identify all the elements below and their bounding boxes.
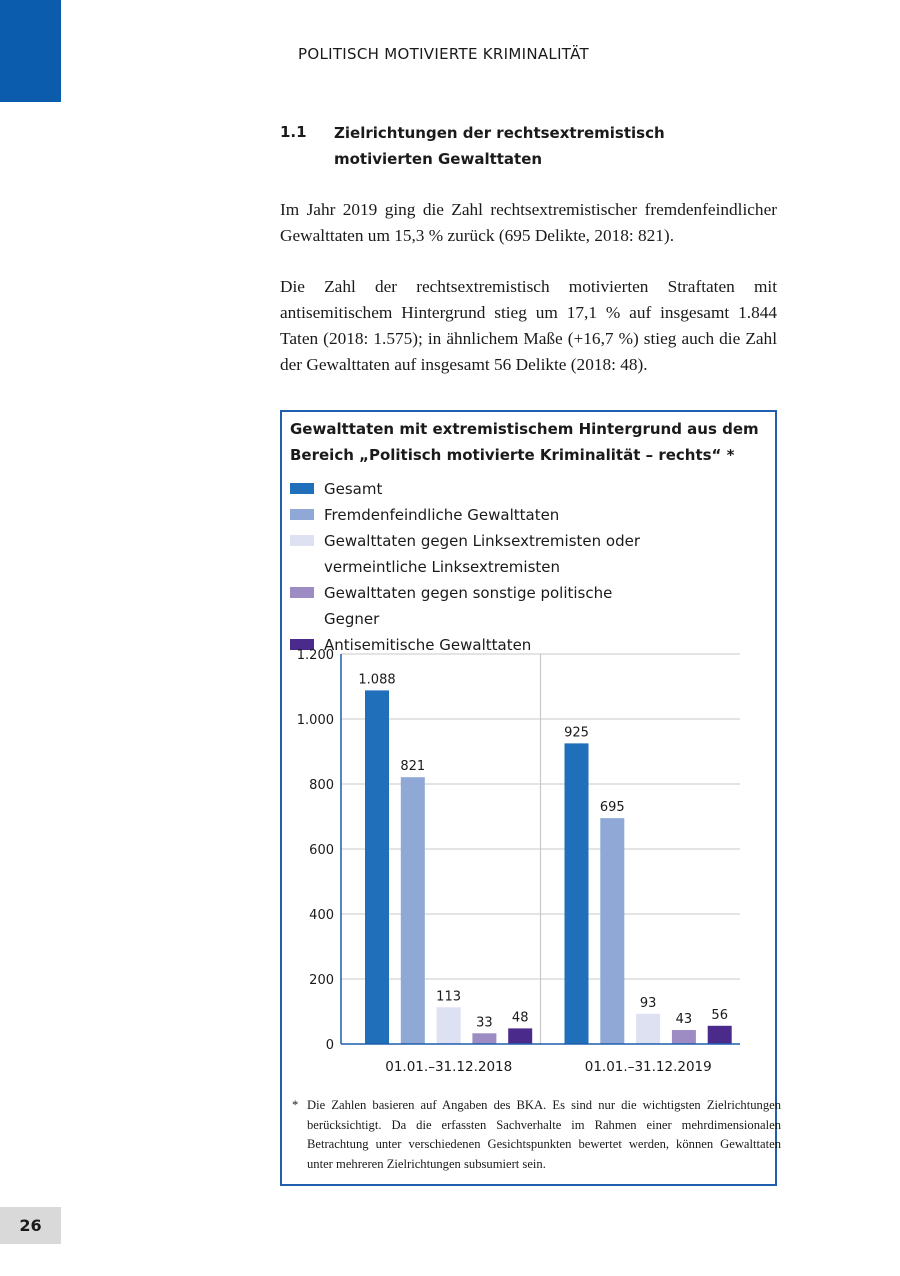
- bar-1-1: [600, 818, 625, 1044]
- legend-swatch: [290, 483, 314, 494]
- bar-2-0: [436, 1007, 461, 1044]
- x-category-label: 01.01.–31.12.2018: [385, 1059, 512, 1075]
- legend-label: Antisemitische Gewalttaten: [324, 636, 532, 654]
- data-label: 56: [711, 1008, 728, 1023]
- section-number: 1.1: [280, 123, 307, 141]
- legend-label: Gewalttaten gegen sonstige politische Ge…: [324, 584, 613, 628]
- bar-0-0: [365, 690, 389, 1044]
- y-tick-label: 600: [309, 843, 334, 858]
- bar-3-0: [472, 1033, 497, 1044]
- legend-item: Fremdenfeindliche Gewalttaten: [290, 502, 654, 528]
- data-label: 695: [600, 800, 625, 815]
- data-label: 93: [640, 996, 657, 1011]
- corner-brand-block: [0, 0, 61, 102]
- chart-legend: Gesamt Fremdenfeindliche Gewalttaten Gewal…: [290, 476, 654, 658]
- data-label: 33: [476, 1015, 493, 1030]
- bar-0-1: [564, 743, 589, 1044]
- y-tick-label: 400: [309, 908, 334, 923]
- y-tick-label: 200: [309, 973, 334, 988]
- y-tick-label: 1.200: [297, 648, 334, 663]
- footnote-marker: *: [292, 1098, 299, 1112]
- data-label: 43: [676, 1012, 693, 1027]
- data-label: 925: [564, 725, 589, 740]
- bar-1-0: [400, 777, 425, 1044]
- data-label: 821: [400, 759, 425, 774]
- y-tick-label: 1.000: [297, 713, 334, 728]
- legend-item: Gesamt: [290, 476, 654, 502]
- legend-swatch: [290, 587, 314, 598]
- chart-footnote: * Die Zahlen basieren auf Angaben des BK…: [292, 1096, 781, 1174]
- legend-label: Gesamt: [324, 480, 383, 498]
- data-label: 113: [436, 989, 461, 1004]
- data-label: 1.088: [358, 672, 395, 687]
- legend-item: Antisemitische Gewalttaten: [290, 632, 654, 658]
- paragraph-2: Die Zahl der rechtsextremistisch motivie…: [280, 277, 777, 374]
- legend-swatch: [290, 639, 314, 650]
- bar-2-1: [636, 1013, 661, 1044]
- legend-swatch: [290, 535, 314, 546]
- data-label: 48: [512, 1010, 529, 1025]
- paragraph-1: Im Jahr 2019 ging die Zahl rechtsextremi…: [280, 200, 777, 245]
- legend-item: Gewalttaten gegen sonstige politische Ge…: [290, 580, 654, 632]
- legend-item: Gewalttaten gegen Linksextremisten oder …: [290, 528, 654, 580]
- y-tick-label: 0: [326, 1038, 334, 1053]
- footnote-text: Die Zahlen basieren auf Angaben des BKA.…: [307, 1098, 781, 1171]
- bar-4-0: [508, 1028, 533, 1044]
- chart-box: Gewalttaten mit extremistischem Hintergr…: [280, 410, 781, 1186]
- legend-swatch: [290, 509, 314, 520]
- page-number: 26: [0, 1207, 61, 1244]
- legend-label: Gewalttaten gegen Linksextremisten oder …: [324, 532, 640, 576]
- chart-title: Gewalttaten mit extremistischem Hintergr…: [290, 420, 759, 464]
- running-header: POLITISCH MOTIVIERTE KRIMINALITÄT: [298, 45, 589, 63]
- bar-4-1: [707, 1025, 732, 1044]
- bar-3-1: [671, 1030, 696, 1044]
- section-title: Zielrichtungen der rechtsextremistisch m…: [334, 124, 665, 168]
- x-category-label: 01.01.–31.12.2019: [585, 1059, 712, 1075]
- legend-label: Fremdenfeindliche Gewalttaten: [324, 506, 560, 524]
- y-tick-label: 800: [309, 778, 334, 793]
